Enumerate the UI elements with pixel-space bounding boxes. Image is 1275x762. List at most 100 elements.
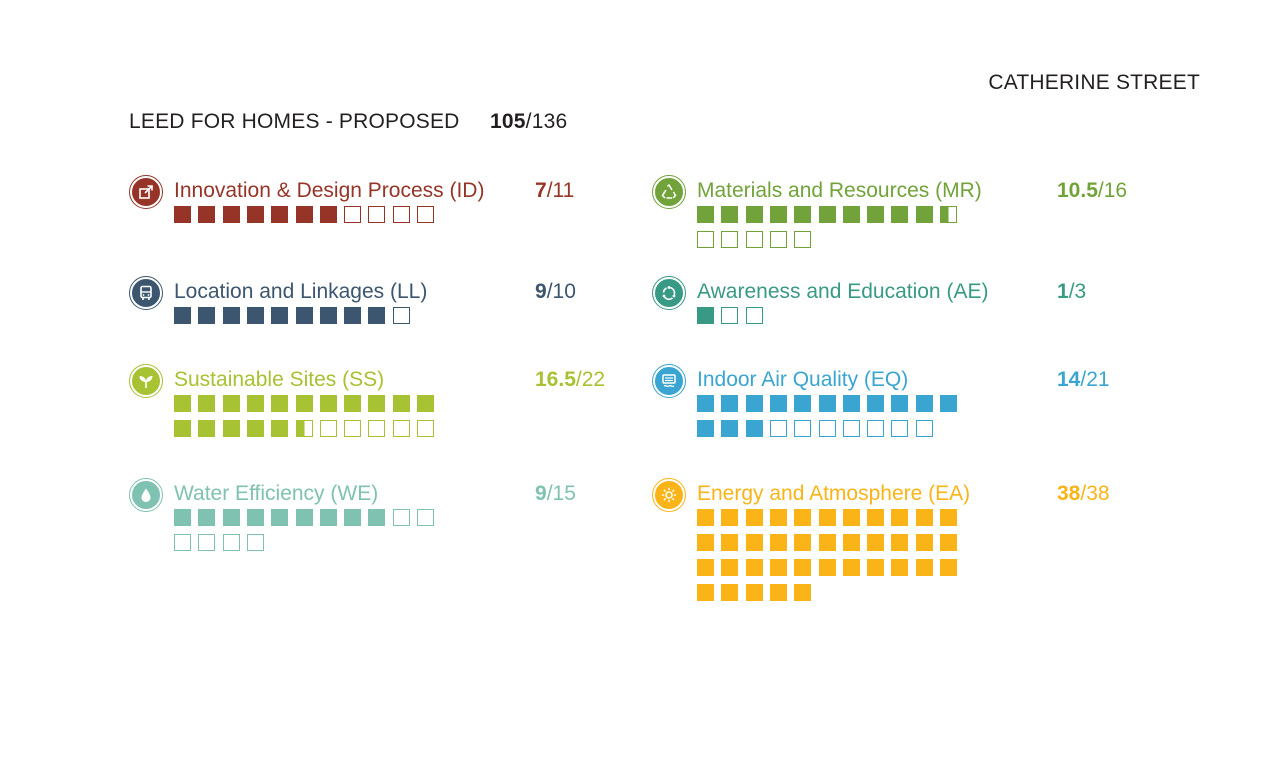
category-label: Awareness and Education (AE): [697, 280, 989, 303]
category-possible: 15: [552, 482, 576, 505]
available-point-box: [246, 534, 264, 551]
available-point-box: [174, 534, 191, 551]
available-point-box: [818, 420, 836, 437]
earned-point-box: [794, 534, 812, 551]
category-possible: 16: [1103, 179, 1128, 202]
earned-point-box: [271, 206, 289, 223]
category-score: 14/21: [1057, 368, 1110, 391]
earned-point-box: [198, 395, 216, 412]
earned-point-box: [721, 534, 739, 551]
earned-point-box: [697, 559, 714, 576]
earned-point-box: [818, 206, 836, 223]
available-point-box: [745, 307, 763, 324]
earned-point-box: [198, 206, 216, 223]
total-earned: 105: [490, 110, 526, 133]
available-point-box: [368, 420, 386, 437]
earned-point-box: [794, 206, 812, 223]
available-point-box: [344, 420, 362, 437]
category-label: Location and Linkages (LL): [174, 280, 428, 303]
earned-point-box: [271, 420, 289, 437]
available-point-box: [891, 420, 909, 437]
category-score: 10.5/16: [1057, 179, 1128, 202]
earned-point-box: [794, 584, 812, 601]
earned-point-box: [891, 509, 909, 526]
available-point-box: [721, 307, 739, 324]
earned-point-box: [818, 509, 836, 526]
earned-point-box: [867, 395, 885, 412]
cycle-icon: [652, 276, 686, 310]
earned-point-box: [721, 509, 739, 526]
earned-point-box: [368, 395, 386, 412]
earned-point-box: [721, 584, 739, 601]
earned-point-box: [319, 307, 337, 324]
category-earned: 9: [535, 482, 547, 505]
available-point-box: [721, 231, 739, 248]
earned-point-box: [818, 395, 836, 412]
total-score: 105/136: [490, 110, 567, 134]
available-point-box: [867, 420, 885, 437]
earned-point-box: [174, 509, 191, 526]
earned-point-box: [818, 559, 836, 576]
water-drop-icon: [129, 478, 163, 512]
earned-point-box: [295, 395, 313, 412]
earned-point-box: [174, 420, 191, 437]
earned-point-box: [842, 509, 860, 526]
category-earned: 1: [1057, 280, 1069, 303]
earned-point-box: [271, 307, 289, 324]
earned-point-box: [745, 509, 763, 526]
earned-point-box: [794, 509, 812, 526]
earned-point-box: [246, 420, 264, 437]
earned-point-box: [867, 206, 885, 223]
available-point-box: [319, 420, 337, 437]
earned-point-box: [794, 559, 812, 576]
earned-point-box: [697, 206, 714, 223]
sprout-icon: [129, 364, 163, 398]
earned-point-box: [697, 509, 714, 526]
category-possible: 11: [552, 179, 575, 202]
earned-point-box: [721, 206, 739, 223]
earned-point-box: [842, 559, 860, 576]
project-street: CATHERINE STREET: [988, 71, 1200, 94]
earned-point-box: [915, 395, 933, 412]
category-possible: 21: [1086, 368, 1110, 391]
earned-point-box: [222, 509, 240, 526]
earned-point-box: [697, 395, 714, 412]
recycle-icon: [652, 175, 686, 209]
category-possible: 10: [552, 280, 576, 303]
air-vent-icon: [652, 364, 686, 398]
category-label: Innovation & Design Process (ID): [174, 179, 485, 202]
earned-point-box: [891, 395, 909, 412]
available-point-box: [222, 534, 240, 551]
earned-point-box: [174, 206, 191, 223]
category-earned: 9: [535, 280, 547, 303]
earned-point-box: [697, 307, 714, 324]
earned-point-box: [222, 307, 240, 324]
earned-point-box: [940, 395, 957, 412]
earned-point-box: [940, 559, 957, 576]
earned-point-box: [246, 206, 264, 223]
earned-point-box: [745, 206, 763, 223]
category-score: 9/10: [535, 280, 576, 303]
earned-point-box: [769, 534, 787, 551]
category-possible: 22: [581, 368, 606, 391]
earned-point-box: [295, 307, 313, 324]
sun-icon: [652, 478, 686, 512]
total-separator: /: [525, 110, 532, 133]
category-score: 7/11: [535, 179, 575, 202]
earned-point-box: [697, 584, 714, 601]
category-label: Energy and Atmosphere (EA): [697, 482, 971, 505]
category-earned: 7: [535, 179, 547, 202]
earned-point-box: [769, 206, 787, 223]
available-point-box: [745, 231, 763, 248]
earned-point-box: [940, 534, 957, 551]
category-label: Indoor Air Quality (EQ): [697, 368, 909, 391]
earned-point-box: [721, 559, 739, 576]
earned-point-box: [344, 509, 362, 526]
earned-point-box: [417, 395, 434, 412]
earned-point-box: [745, 559, 763, 576]
partial-point-box: [940, 206, 957, 223]
earned-point-box: [745, 420, 763, 437]
available-point-box: [842, 420, 860, 437]
earned-point-box: [319, 509, 337, 526]
earned-point-box: [271, 509, 289, 526]
